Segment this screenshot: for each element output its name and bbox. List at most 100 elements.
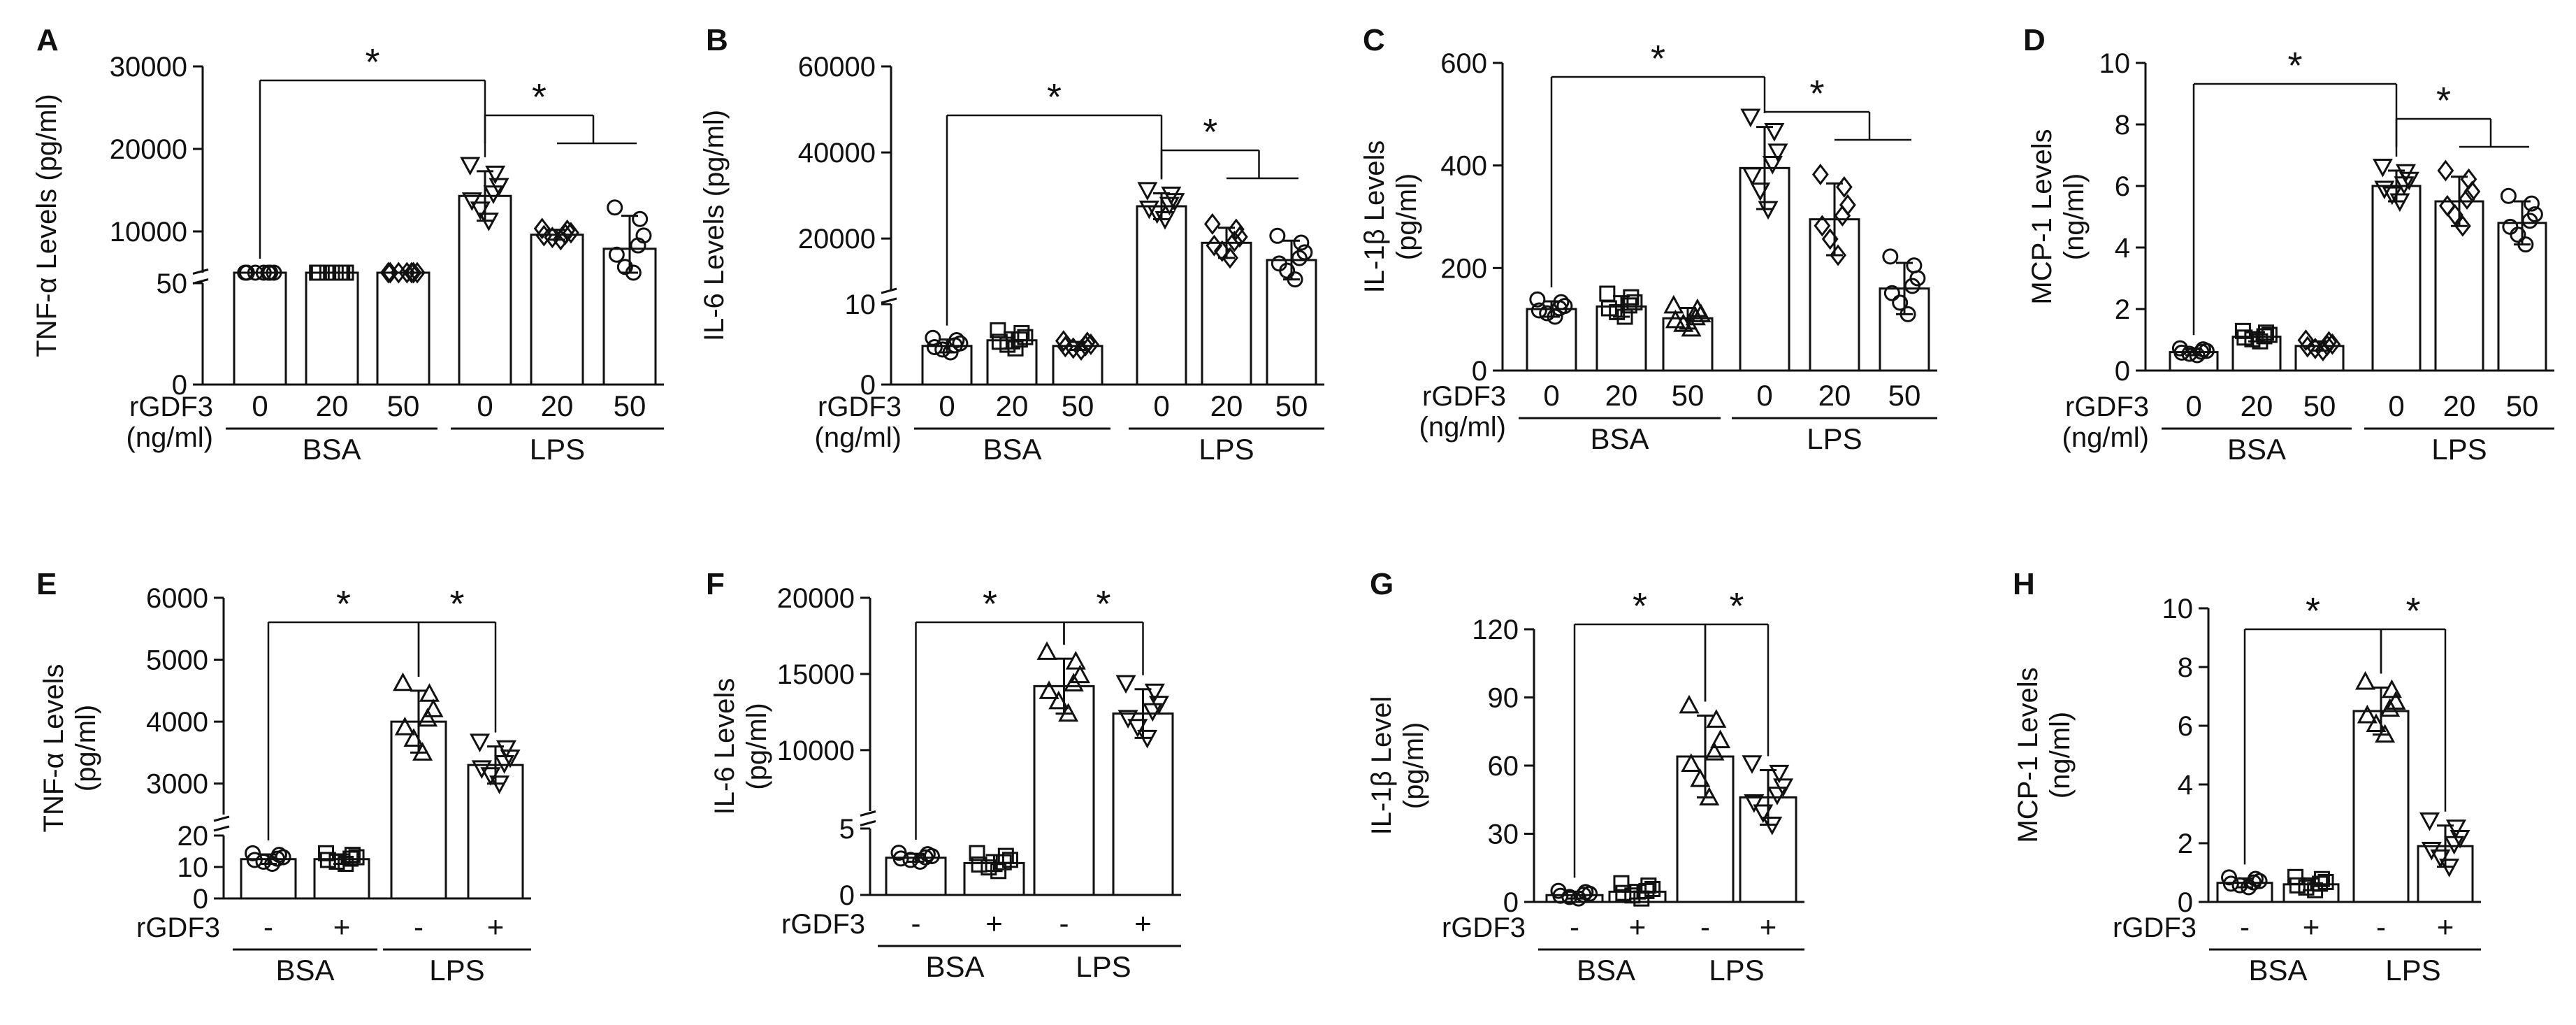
y-tick-label: 8 [2178,652,2193,683]
y-tick-label: 4000 [146,707,208,738]
group-label-bsa: BSA [1577,954,1635,987]
data-point-marker [1742,167,1763,187]
y-axis-label: MCP-1 Levels [2013,667,2043,843]
data-point-marker [2366,713,2387,732]
x-category-label: - [414,910,424,943]
data-point-marker [1083,334,1099,355]
data-point-marker [1835,176,1853,198]
y-tick-label: 10 [178,852,209,883]
panel-letter: E [36,567,57,601]
data-point-marker [990,863,1007,880]
y-tick-label: 10 [2099,48,2131,79]
data-point-marker [2324,333,2341,355]
y-tick-label: 6 [2115,171,2130,202]
y-tick-label: 3000 [146,769,208,800]
data-point-marker [255,264,272,281]
y-axis-label: TNF-α Levels [38,664,69,833]
y-axis-label: TNF-α Levels (pg/ml) [31,94,62,357]
treatment-label: rGDF3 [129,392,213,422]
significance-bracket: * [1550,38,1766,287]
data-point-marker [2454,215,2471,237]
y-tick-label: 20000 [777,583,855,614]
data-point-marker [2500,187,2517,204]
data-point-marker [1744,794,1765,813]
treatment-label: rGDF3 [818,392,902,422]
data-point-marker [1900,306,1916,322]
data-point-marker [1615,884,1632,901]
treatment-label: rGDF3 [781,909,865,940]
data-point-marker [246,852,263,868]
data-point-marker [608,246,625,263]
data-point-marker [1830,244,1846,266]
data-point-marker [2171,340,2188,357]
data-point-marker [1063,673,1084,691]
group-label-lps: LPS [2431,433,2487,466]
y-axis-label-unit: (pg/ml) [71,705,101,791]
data-point-marker [1226,230,1243,252]
data-point-marker [563,222,579,244]
x-category-label: 20 [2241,389,2273,422]
y-tick-label: 30 [1488,819,1519,850]
y-tick-label: 90 [1488,683,1519,714]
data-point-marker [1769,764,1790,784]
x-category-label: + [2303,910,2320,943]
data-point-marker [2221,869,2238,886]
data-point-marker [260,264,277,281]
panel-letter: D [2023,23,2046,57]
panel-h: H 0 2 4 6 8 10 MCP-1 Levels (ng/ml) rGDF3 - + - + BSA L… [2013,567,2481,987]
treatment-label: rGDF3 [1442,912,1526,943]
x-category-label: 20 [996,389,1029,422]
data-point-marker [1764,123,1785,142]
data-point-marker [1551,300,1568,317]
significance-bracket: * [2380,590,2447,812]
axis-break-mark [881,287,897,294]
data-point-marker [412,742,433,761]
x-category-label: + [487,910,505,943]
y-tick-label: 0 [839,880,855,911]
data-point-marker [1077,334,1094,357]
data-point-marker [1753,804,1774,824]
data-point-marker [1164,193,1185,212]
panel-b: B 0 10 20000 40000 60000 IL-6 Levels (pg/ml) rG… [699,23,1324,466]
data-point-marker [1547,308,1563,325]
data-point-marker [1206,234,1223,257]
treatment-label: rGDF3 [2113,912,2197,943]
x-category-label: 50 [2303,389,2336,422]
panel-a: A 0 50 10000 20000 30000 TNF-α Levels (pg/ml) r… [31,23,664,466]
axis-break-mark [213,815,230,822]
data-point-marker [1279,262,1296,279]
data-point-marker [393,672,414,691]
y-tick-label: 10000 [110,217,187,248]
data-point-marker [1638,882,1655,899]
panel-letter: F [706,567,725,601]
x-category-label: + [985,907,1003,940]
group-label-lps: LPS [1807,422,1862,455]
data-point-marker [616,259,633,275]
y-tick-label: 20000 [110,134,187,165]
data-point-marker [1767,787,1788,805]
data-point-marker [2317,873,2334,890]
data-point-marker [1291,250,1308,266]
significance-star: * [1203,111,1217,153]
y-axis-label: IL-6 Levels (pg/ml) [699,110,730,341]
data-point-marker [1117,710,1138,729]
data-point-marker [1550,882,1567,899]
y-axis-label-unit: (pg/ml) [1391,173,1422,260]
treatment-unit-label: (ng/ml) [1419,412,1506,443]
significance-star: * [2306,590,2320,632]
y-axis-label-unit: (pg/ml) [1398,722,1429,809]
data-point-marker [2297,329,2315,352]
x-category-label: + [1134,907,1152,940]
data-point-marker [1159,196,1180,216]
data-point-marker [1269,227,1286,244]
data-point-marker [403,261,420,284]
data-point-marker [1681,753,1702,773]
data-point-marker [2446,203,2463,226]
data-point-marker [405,261,422,284]
data-point-marker [332,264,349,281]
data-point-marker [1679,694,1700,714]
y-tick-label: 60000 [798,52,876,83]
x-category-label: + [333,910,351,943]
data-point-marker [264,856,281,872]
data-point-marker [2398,171,2419,191]
